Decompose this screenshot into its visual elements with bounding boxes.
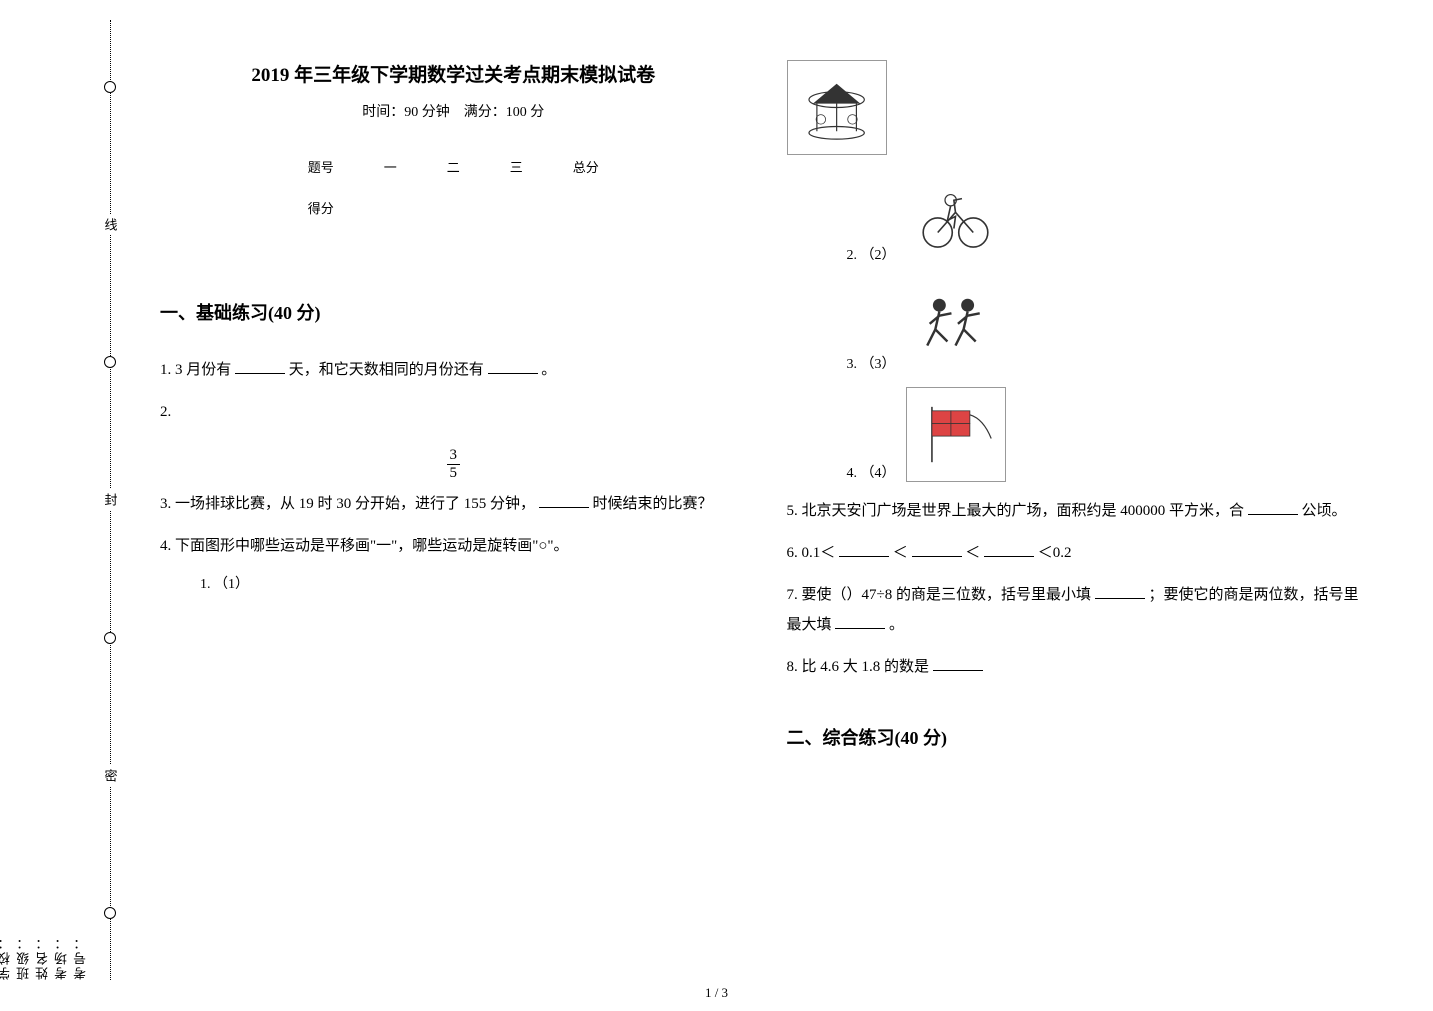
- label-class: 班级：: [14, 20, 33, 980]
- q1: 1. 3 月份有 天，和它天数相同的月份还有 。: [160, 355, 747, 385]
- q8-pre: 8. 比 4.6 大 1.8 的数是: [787, 659, 930, 675]
- q4-item-1: 1. （1）: [160, 573, 747, 593]
- fraction-numerator: 3: [447, 447, 461, 465]
- figure-box: [906, 387, 1006, 482]
- page-number: 1 / 3: [705, 985, 728, 1001]
- seal-line: 线 封 密: [90, 20, 130, 980]
- th-2: 二: [423, 147, 484, 186]
- q5-pre: 5. 北京天安门广场是世界上最大的广场，面积约是 400000 平方米，合: [787, 503, 1245, 519]
- blank: [912, 542, 962, 557]
- q7-pre: 7. 要使（）47÷8 的商是三位数，括号里最小填: [787, 587, 1091, 603]
- circle-icon: [104, 907, 116, 919]
- q3-end: 时候结束的比赛？: [593, 496, 713, 512]
- seal-char-2: 封: [101, 489, 120, 510]
- page-title: 2019 年三年级下学期数学过关考点期末模拟试卷: [160, 60, 747, 87]
- label-room: 考场：: [52, 20, 71, 980]
- label-examno: 考号：: [71, 20, 90, 980]
- page-content: 2019 年三年级下学期数学过关考点期末模拟试卷 时间：90 分钟 满分：100…: [160, 60, 1373, 971]
- blank: [1095, 584, 1145, 599]
- q1-end: 。: [541, 362, 556, 378]
- table-row: 题号 一 二 三 总分: [284, 147, 623, 186]
- right-column: 2. （2） 3. （3）: [787, 60, 1374, 971]
- carousel-icon: [795, 68, 878, 147]
- th-1: 一: [360, 147, 421, 186]
- figure-3: 3. （3）: [787, 278, 1374, 373]
- blank: [839, 542, 889, 557]
- label-school: 学校：: [0, 20, 14, 980]
- circle-icon: [104, 356, 116, 368]
- circle-icon: [104, 81, 116, 93]
- q6: 6. 0.1＜ ＜ ＜ ＜0.2: [787, 538, 1374, 568]
- q2-label: 2.: [160, 404, 171, 420]
- label-name: 姓名：: [33, 20, 52, 980]
- q1-pre: 1. 3 月份有: [160, 362, 231, 378]
- q2-fraction: 3 5: [160, 447, 747, 481]
- th-3: 三: [486, 147, 547, 186]
- q4-item-4: 4. （4）: [847, 462, 896, 482]
- q7: 7. 要使（）47÷8 的商是三位数，括号里最小填 ；要使它的商是两位数，括号里…: [787, 580, 1374, 640]
- runners-icon: [913, 285, 998, 366]
- q5: 5. 北京天安门广场是世界上最大的广场，面积约是 400000 平方米，合 公顷…: [787, 496, 1374, 526]
- figure-2: 2. （2）: [787, 169, 1374, 264]
- table-row: 得分: [284, 188, 623, 227]
- fullscore-label: 满分：100 分: [464, 105, 545, 120]
- blank: [539, 493, 589, 508]
- blank: [488, 359, 538, 374]
- q1-mid: 天，和它天数相同的月份还有: [289, 362, 484, 378]
- figure-box: [906, 278, 1006, 373]
- q4-item-2: 2. （2）: [847, 244, 896, 264]
- seal-char-3: 密: [101, 765, 120, 786]
- blank: [1248, 500, 1298, 515]
- blank: [984, 542, 1034, 557]
- circle-icon: [104, 632, 116, 644]
- fraction-denominator: 5: [447, 465, 461, 482]
- section1-header: 一、基础练习(40 分): [160, 299, 747, 325]
- bike-icon: [913, 176, 998, 257]
- th-total: 总分: [549, 147, 623, 186]
- q6-lt1: ＜: [893, 545, 908, 561]
- flag-icon: [914, 395, 997, 474]
- score-label: 得分: [284, 188, 358, 227]
- figure-1: [787, 60, 1374, 155]
- q3: 3. 一场排球比赛，从 19 时 30 分开始，进行了 155 分钟， 时候结束…: [160, 489, 747, 519]
- q7-end: 。: [889, 617, 904, 633]
- q6-lt2: ＜: [965, 545, 980, 561]
- binding-margin: 考号： 考场： 姓名： 班级： 学校： 线 封 密: [60, 20, 130, 980]
- blank: [933, 656, 983, 671]
- q6-end: ＜0.2: [1038, 545, 1072, 561]
- blank: [235, 359, 285, 374]
- figure-box: [787, 60, 887, 155]
- q5-end: 公顷。: [1302, 503, 1347, 519]
- q3-pre: 3. 一场排球比赛，从 19 时 30 分开始，进行了 155 分钟，: [160, 496, 535, 512]
- q2: 2.: [160, 397, 747, 427]
- blank: [835, 614, 885, 629]
- time-label: 时间：90 分钟: [362, 105, 450, 120]
- q4-item-3: 3. （3）: [847, 353, 896, 373]
- q6-pre: 6. 0.1＜: [787, 545, 836, 561]
- seal-char-1: 线: [101, 214, 120, 235]
- figure-box: [906, 169, 1006, 264]
- page-subtitle: 时间：90 分钟 满分：100 分: [160, 101, 747, 121]
- section2-header: 二、综合练习(40 分): [787, 724, 1374, 750]
- score-table: 题号 一 二 三 总分 得分: [282, 145, 625, 229]
- q8: 8. 比 4.6 大 1.8 的数是: [787, 652, 1374, 682]
- binding-labels: 考号： 考场： 姓名： 班级： 学校：: [60, 20, 90, 980]
- th-label: 题号: [284, 147, 358, 186]
- figure-4: 4. （4）: [787, 387, 1374, 482]
- q4: 4. 下面图形中哪些运动是平移画"一"，哪些运动是旋转画"○"。: [160, 531, 747, 561]
- left-column: 2019 年三年级下学期数学过关考点期末模拟试卷 时间：90 分钟 满分：100…: [160, 60, 747, 971]
